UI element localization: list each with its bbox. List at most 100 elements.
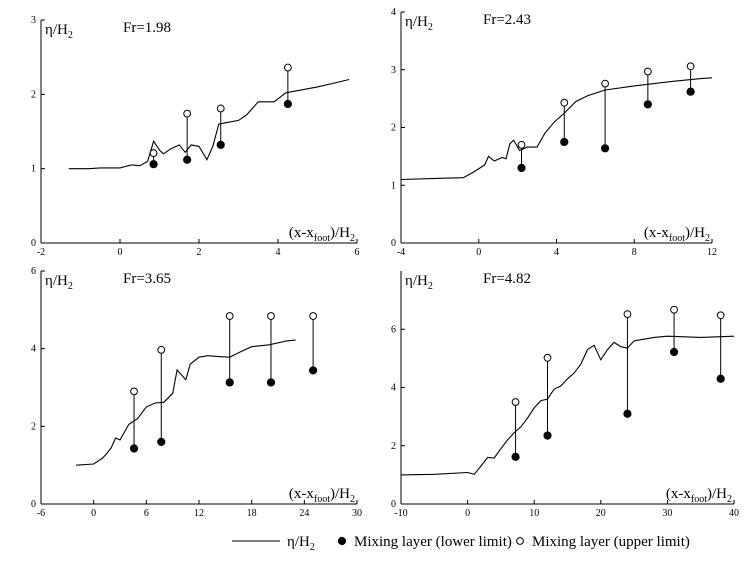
lower-limit-point xyxy=(129,444,139,453)
upper-limit-point xyxy=(560,98,569,107)
y-tick-label: 1 xyxy=(31,164,36,175)
legend-upper-marker xyxy=(516,537,524,545)
chart-panel-3: -606121824300246η/H2​Fr=3.65(x-xfoot​)/H… xyxy=(31,266,362,519)
y-tick-label: 0 xyxy=(31,238,36,249)
panel-label: Fr=3.65 xyxy=(123,271,171,287)
y-tick-label: 3 xyxy=(31,15,36,26)
lower-limit-point xyxy=(560,137,569,147)
legend-lower-marker xyxy=(337,536,347,546)
x-tick-label: 30 xyxy=(662,508,672,519)
legend: η/H2​ Mixing layer (lower limit) Mixing la… xyxy=(232,534,690,553)
panel-label: Fr=2.43 xyxy=(483,12,531,28)
y-tick-label: 6 xyxy=(391,324,396,335)
lower-limit-point xyxy=(543,431,552,440)
x-tick-label: 12 xyxy=(707,247,717,258)
lower-limit-point xyxy=(183,155,192,164)
x-tick-label: -10 xyxy=(394,508,407,519)
y-tick-label: 0 xyxy=(31,499,36,510)
x-tick-label: 18 xyxy=(247,508,257,519)
x-tick-label: -2 xyxy=(37,247,45,258)
panel-label: Fr=1.98 xyxy=(123,20,171,36)
upper-limit-point xyxy=(225,312,234,320)
x-tick-label: -6 xyxy=(37,508,45,519)
y-tick-label: 2 xyxy=(31,89,36,100)
lower-limit-point xyxy=(511,452,520,461)
x-tick-label: 0 xyxy=(476,247,481,258)
panel-label: Fr=4.82 xyxy=(483,271,531,287)
upper-limit-point xyxy=(643,67,652,76)
upper-limit-point xyxy=(686,62,695,71)
x-tick-label: 6 xyxy=(355,247,360,258)
profile-series-line xyxy=(400,77,713,181)
profile-series-line xyxy=(400,335,735,476)
x-tick-label: 8 xyxy=(632,247,637,258)
profile-series-line xyxy=(68,78,350,170)
chart-panel-4: -100102030400246η/H2​Fr=4.82(x-xfoot​)/H… xyxy=(391,271,739,519)
lower-limit-point xyxy=(686,87,695,96)
y-tick-label: 2 xyxy=(31,421,36,432)
y-tick-label: 2 xyxy=(391,123,396,134)
x-tick-label: 12 xyxy=(194,508,204,519)
y-tick-label: 4 xyxy=(391,383,396,394)
y-tick-label: 1 xyxy=(391,180,396,191)
legend-lower-label: Mixing layer (lower limit) xyxy=(354,534,512,550)
upper-limit-point xyxy=(511,398,520,406)
x-axis-label: (x-xfoot​)/H2​ xyxy=(289,225,355,244)
y-tick-label: 6 xyxy=(31,266,36,277)
x-tick-label: 2 xyxy=(197,247,202,258)
upper-limit-point xyxy=(149,149,158,157)
upper-limit-point xyxy=(283,63,292,72)
x-tick-label: 4 xyxy=(276,247,281,258)
upper-limit-point xyxy=(130,387,138,396)
lower-limit-point xyxy=(283,99,292,109)
x-tick-label: -4 xyxy=(397,247,405,258)
y-tick-label: 2 xyxy=(391,441,396,452)
lower-limit-point xyxy=(669,347,679,357)
lower-limit-point xyxy=(225,378,234,387)
lower-limit-point xyxy=(216,140,225,149)
lower-limit-point xyxy=(266,378,276,387)
upper-limit-point xyxy=(517,140,526,149)
profile-series-line xyxy=(76,339,296,466)
x-tick-label: 6 xyxy=(144,508,149,519)
y-tick-label: 0 xyxy=(391,499,396,510)
upper-limit-point xyxy=(157,345,166,354)
y-tick-label: 3 xyxy=(391,65,396,76)
y-axis-label: η/H2​ xyxy=(405,273,433,292)
lower-limit-point xyxy=(149,160,158,169)
upper-limit-point xyxy=(601,79,609,88)
upper-limit-point xyxy=(183,109,192,118)
lower-limit-point xyxy=(309,366,318,375)
x-axis-label: (x-xfoot​)/H2​ xyxy=(289,486,355,505)
legend-line-label: η/H2​ xyxy=(287,534,315,553)
y-tick-label: 4 xyxy=(391,7,396,18)
lower-limit-point xyxy=(517,163,526,173)
upper-limit-point xyxy=(623,310,632,319)
x-axis-label: (x-xfoot​)/H2​ xyxy=(644,225,710,244)
upper-limit-point xyxy=(267,312,275,320)
y-axis-label: η/H2​ xyxy=(45,22,73,41)
x-tick-label: 4 xyxy=(554,247,559,258)
lower-limit-point xyxy=(643,100,652,109)
upper-limit-point xyxy=(670,305,678,314)
x-tick-label: 0 xyxy=(91,508,96,519)
y-axis-label: η/H2​ xyxy=(45,273,73,292)
lower-limit-point xyxy=(623,409,632,418)
x-tick-label: 24 xyxy=(299,508,309,519)
x-tick-label: 10 xyxy=(529,508,539,519)
upper-limit-point xyxy=(716,311,725,320)
y-axis-label: η/H2​ xyxy=(405,14,433,33)
y-tick-label: 4 xyxy=(31,344,36,355)
x-tick-label: 40 xyxy=(729,508,739,519)
x-axis-label: (x-xfoot​)/H2​ xyxy=(666,486,732,505)
x-tick-label: 30 xyxy=(352,508,362,519)
upper-limit-point xyxy=(216,104,225,113)
upper-limit-point xyxy=(309,312,318,320)
lower-limit-point xyxy=(716,374,725,383)
x-tick-label: 20 xyxy=(596,508,606,519)
lower-limit-point xyxy=(600,144,610,153)
lower-limit-point xyxy=(157,437,166,446)
